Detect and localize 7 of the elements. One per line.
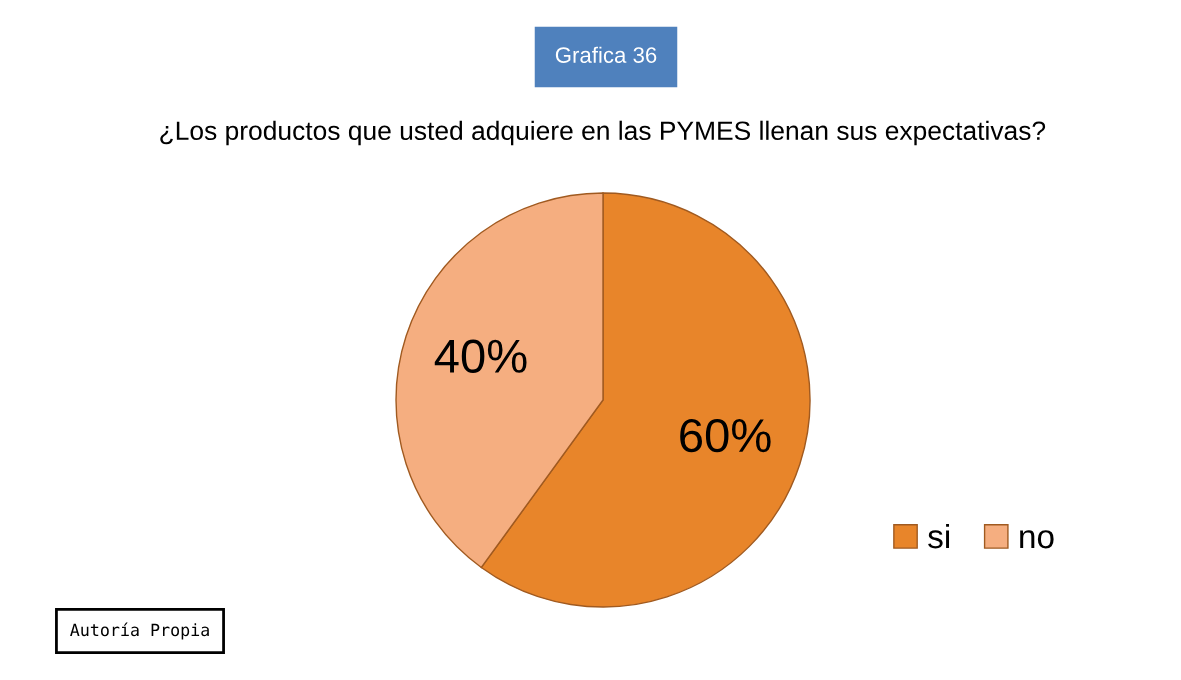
chart-title: ¿Los productos que usted adquiere en las PYMES llenan sus expectativas? — [160, 120, 1046, 146]
legend-label: no — [1020, 530, 1054, 549]
text: Grafica 36 — [555, 46, 657, 63]
data-label: 40% — [434, 339, 527, 374]
text: Autoría Propia — [70, 622, 209, 640]
data-label: 60% — [680, 418, 771, 453]
legend-label: si — [928, 523, 950, 549]
